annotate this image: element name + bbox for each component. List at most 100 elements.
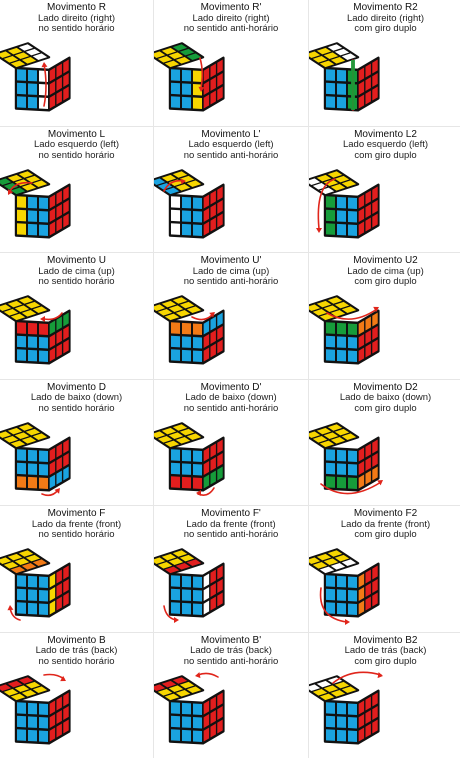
- move-direction: no sentido anti-horário: [183, 276, 279, 287]
- top-sticker: [157, 562, 173, 569]
- right-sticker: [210, 596, 216, 611]
- front-sticker: [181, 349, 192, 362]
- front-sticker: [16, 195, 27, 208]
- move-caption: Movimento B2 Lado de trás (back) com gir…: [309, 634, 460, 668]
- top-sticker: [186, 559, 202, 566]
- front-sticker: [347, 702, 358, 715]
- top-sticker: [32, 685, 48, 693]
- front-sticker: [16, 209, 27, 221]
- move-title: Movimento B: [47, 634, 106, 646]
- move-arrowhead: [180, 177, 186, 184]
- right-sticker: [217, 59, 223, 74]
- top-sticker: [186, 432, 202, 440]
- rubik-cube-icon: [154, 421, 225, 496]
- front-sticker: [336, 729, 347, 741]
- top-sticker: [175, 689, 191, 697]
- move-caption: Movimento L' Lado esquerdo (left) no sen…: [154, 129, 308, 162]
- front-sticker: [336, 589, 347, 601]
- move-side: Lado de trás (back): [35, 645, 118, 656]
- top-sticker: [18, 44, 34, 51]
- front-sticker: [27, 729, 38, 741]
- right-sticker: [203, 713, 210, 728]
- right-sticker: [56, 470, 62, 485]
- front-sticker: [170, 575, 181, 587]
- move-cell: Movimento F Lado da frente (front) no se…: [0, 506, 153, 632]
- right-sticker: [203, 81, 210, 96]
- move-direction: no sentido anti-horário: [183, 402, 279, 414]
- move-side: Lado de cima (up): [347, 265, 424, 277]
- right-sticker: [56, 569, 62, 584]
- move-title: Movimento U': [200, 255, 262, 266]
- right-sticker: [210, 203, 216, 218]
- right-sticker: [63, 73, 69, 88]
- front-sticker: [27, 322, 38, 335]
- right-sticker: [358, 587, 365, 602]
- top-sticker: [316, 553, 332, 561]
- top-sticker: [32, 53, 48, 60]
- top-sticker: [179, 48, 195, 56]
- front-sticker: [347, 716, 358, 729]
- rubik-cube-icon: [309, 671, 383, 745]
- move-side: Lado direito (right): [192, 12, 270, 24]
- front-sticker: [16, 349, 27, 361]
- right-sticker: [372, 339, 378, 354]
- right-sticker: [217, 73, 223, 88]
- move-direction: com giro duplo: [354, 402, 417, 414]
- right-sticker: [56, 723, 62, 738]
- front-sticker: [27, 702, 38, 714]
- right-sticker: [365, 596, 371, 611]
- right-sticker: [63, 186, 69, 201]
- top-sticker: [25, 175, 41, 182]
- right-sticker: [365, 203, 371, 218]
- right-sticker: [217, 213, 223, 228]
- move-arrow: [320, 480, 382, 494]
- move-cell: Movimento B2 Lado de trás (back) com gir…: [309, 632, 460, 758]
- move-cell: Movimento L Lado esquerdo (left) no sent…: [0, 126, 153, 252]
- move-direction: no sentido horário: [38, 149, 115, 161]
- right-sticker: [365, 456, 371, 471]
- top-sticker: [0, 557, 12, 564]
- top-sticker: [323, 305, 339, 312]
- right-sticker: [372, 199, 378, 214]
- right-sticker: [358, 700, 365, 715]
- right-sticker: [56, 330, 62, 345]
- right-sticker: [203, 67, 210, 82]
- front-sticker: [325, 701, 336, 714]
- right-sticker: [63, 86, 69, 101]
- front-sticker: [16, 335, 27, 348]
- top-sticker: [25, 554, 41, 562]
- move-direction: com giro duplo: [354, 276, 417, 287]
- front-sticker: [181, 196, 192, 208]
- right-sticker: [358, 474, 365, 489]
- top-sticker: [186, 53, 202, 60]
- front-sticker: [347, 603, 358, 616]
- move-title: Movimento D: [47, 381, 106, 393]
- right-sticker: [210, 77, 216, 92]
- front-sticker: [347, 449, 358, 462]
- front-sticker: [336, 349, 347, 362]
- front-sticker: [16, 96, 27, 108]
- right-sticker: [372, 73, 378, 88]
- move-side: Lado da frente (front): [186, 518, 276, 530]
- top-sticker: [323, 684, 339, 692]
- right-sticker: [358, 600, 365, 615]
- top-sticker: [154, 430, 166, 438]
- top-sticker: [327, 297, 343, 304]
- top-sticker: [330, 436, 346, 444]
- right-sticker: [365, 190, 371, 205]
- right-sticker: [56, 90, 62, 105]
- top-sticker: [175, 563, 191, 570]
- right-sticker: [210, 709, 216, 724]
- front-sticker: [192, 223, 203, 236]
- top-sticker: [168, 305, 184, 312]
- front-sticker: [192, 476, 203, 489]
- right-sticker: [203, 727, 210, 742]
- front-sticker: [347, 196, 358, 209]
- front-sticker: [325, 588, 336, 601]
- top-sticker: [172, 423, 188, 431]
- top-sticker: [330, 310, 346, 317]
- move-arrow: [319, 587, 348, 623]
- move-title: Movimento B2: [353, 634, 418, 646]
- top-sticker: [179, 681, 195, 688]
- move-direction: no sentido horário: [38, 529, 115, 540]
